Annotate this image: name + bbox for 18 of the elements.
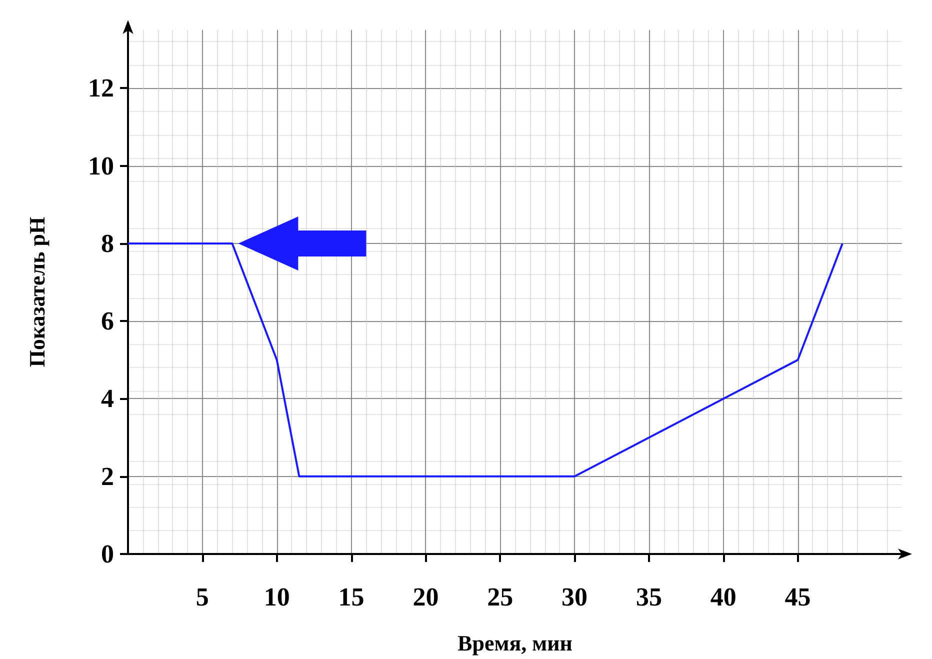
- y-tick-label: 8: [101, 228, 114, 258]
- y-tick-label: 0: [101, 540, 114, 568]
- x-tick-label: 15: [338, 582, 364, 612]
- x-tick-label: 5: [196, 582, 209, 612]
- y-tick-label: 2: [101, 462, 114, 491]
- y-axis-title: Показатель pH: [24, 216, 50, 368]
- y-tick-label: 10: [88, 151, 114, 180]
- x-axis-title: Время, мин: [458, 630, 573, 656]
- x-tick-label: 35: [636, 582, 662, 612]
- x-tick-label: 25: [487, 582, 514, 612]
- x-tick-label: 45: [784, 582, 811, 612]
- y-tick-label: 6: [101, 306, 114, 336]
- y-tick-label: 12: [88, 74, 114, 103]
- x-tick-label: 10: [264, 582, 290, 612]
- x-tick-label: 30: [562, 582, 588, 612]
- x-tick-label: 20: [412, 582, 439, 612]
- x-tick-label: 40: [710, 582, 736, 612]
- y-tick-label: 4: [101, 384, 114, 414]
